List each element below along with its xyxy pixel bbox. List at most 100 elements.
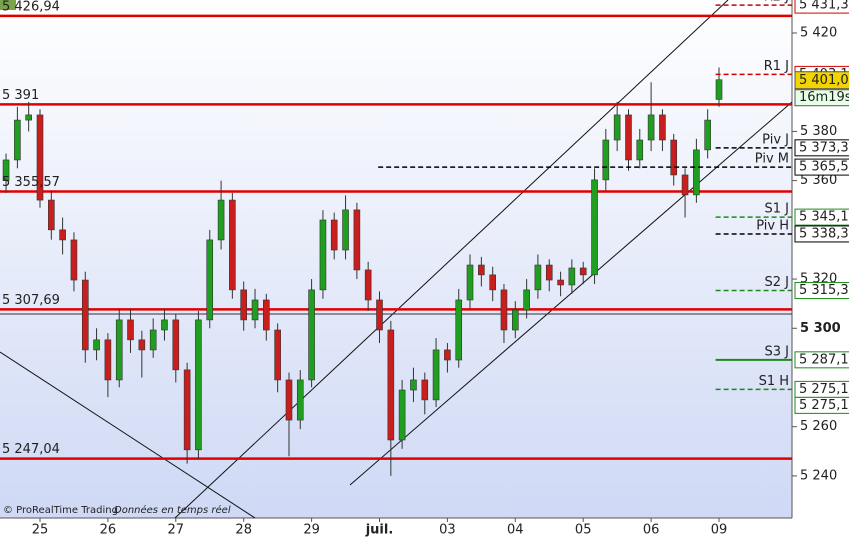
price-tag-label: 5 373,33 [799, 140, 849, 155]
candle-body [455, 299, 463, 361]
price-tag [794, 225, 849, 243]
candle-body [659, 114, 666, 141]
candle-body [36, 114, 44, 201]
footer-note: Données en temps réel [114, 504, 231, 516]
current-price-label: 5 401,00 [799, 73, 849, 88]
price-tag [794, 158, 849, 176]
candle-body [104, 339, 112, 381]
time-axis [0, 518, 792, 540]
x-tick-label: juil. [365, 523, 394, 538]
y-tick-label: 5 380 [800, 124, 837, 139]
candle-body [296, 379, 304, 421]
candle-body [342, 209, 349, 251]
price-tag-label: 5 345,17 [799, 210, 849, 225]
price-tag [794, 0, 849, 14]
candle-body [138, 339, 146, 351]
candle-body [421, 379, 429, 401]
candle-body [670, 139, 678, 176]
candle-body [636, 139, 644, 161]
candle-body [398, 389, 406, 441]
candle-body [285, 379, 293, 421]
candle-body [217, 199, 225, 241]
y-tick-label: 5 360 [800, 173, 837, 188]
candle-body [432, 349, 440, 401]
candle-body [444, 349, 451, 361]
x-tick-label: 26 [100, 523, 117, 538]
price-tag-label: 5 338,33 [799, 226, 849, 241]
x-tick-label: 04 [507, 523, 524, 538]
candle-body [2, 159, 10, 181]
trend-line [349, 101, 792, 486]
candle-body [183, 369, 191, 451]
candle-body [149, 329, 157, 351]
footer-source: © ProRealTime Trading [3, 505, 118, 516]
pivot-name: R1 J [764, 59, 789, 74]
pivot-name: Piv H [756, 218, 789, 233]
pivot-name: R2 J [764, 0, 789, 5]
candle-body [489, 274, 496, 291]
candle-body [625, 114, 632, 161]
level-label: 5 307,69 [2, 293, 60, 308]
candle-body [704, 119, 711, 151]
plot-area [0, 0, 792, 518]
candle-body [240, 289, 247, 321]
candle-body [568, 267, 576, 286]
candle-body [557, 279, 564, 286]
price-tag [794, 139, 849, 157]
price-tag [794, 351, 849, 369]
candle-body [613, 114, 621, 141]
candle-body [478, 264, 485, 276]
level-label: 5 247,04 [2, 442, 60, 457]
candle-body [81, 279, 89, 351]
timer-label: 16m19s [799, 90, 849, 105]
candle-body [161, 319, 168, 331]
plot-layer [0, 4, 792, 476]
candle-body [127, 319, 134, 341]
x-tick-label: 06 [643, 523, 660, 538]
pivot-name: S2 J [765, 275, 790, 290]
x-tick-label: 29 [303, 523, 320, 538]
x-tick-label: 28 [235, 523, 252, 538]
price-tag [794, 282, 849, 300]
candle-body [115, 319, 123, 381]
candle-body [387, 329, 395, 441]
candle-body [229, 199, 236, 291]
candle-body [647, 114, 655, 141]
candle-body [523, 289, 530, 311]
pivot-name: S3 J [765, 344, 790, 359]
candle-body [195, 319, 202, 451]
x-tick-label: 25 [32, 523, 49, 538]
icon [0, 0, 16, 10]
candle-body [274, 329, 281, 381]
candle-body [353, 209, 361, 271]
candle-body [602, 139, 610, 181]
price-tag-label: 5 315,33 [799, 283, 849, 298]
candle-body [70, 239, 78, 281]
price-tag [794, 396, 849, 414]
x-tick-label: 27 [168, 523, 185, 538]
candle-body [512, 309, 519, 331]
candle-body [319, 219, 327, 291]
level-label: 5 355,57 [2, 175, 60, 190]
pivot-name: Piv M [755, 152, 789, 167]
price-tag-label: 5 431,33 [799, 0, 849, 13]
current-price-tag [794, 71, 849, 90]
y-tick-label: 5 420 [800, 25, 837, 40]
pivot-name: Piv J [762, 132, 789, 147]
candle-body [545, 264, 553, 281]
price-tag-label: 5 287,17 [799, 352, 849, 367]
trend-lines [0, 0, 792, 518]
y-tick-label: 5 300 [800, 321, 841, 336]
candle-body [376, 299, 383, 331]
price-tag [794, 208, 849, 226]
x-tick-label: 03 [439, 523, 456, 538]
trend-line [0, 351, 256, 518]
candle-body [500, 289, 508, 331]
y-tick-label: 5 260 [800, 419, 837, 434]
x-tick-label: 05 [575, 523, 592, 538]
trend-line [174, 0, 729, 518]
candle-body [93, 339, 100, 351]
candle-body [251, 299, 259, 321]
price-tag-label: 5 275,17 [799, 382, 849, 397]
